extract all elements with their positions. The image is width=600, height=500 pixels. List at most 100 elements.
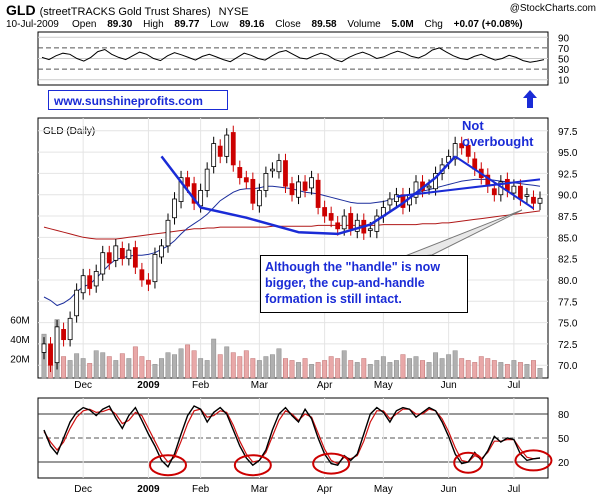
- volume-tick-label: 60M: [10, 316, 29, 327]
- volume-bar: [159, 358, 164, 379]
- candle-body: [159, 245, 164, 258]
- candle-body: [537, 197, 543, 204]
- volume-bar: [269, 354, 275, 379]
- stochastic-x-tick-label: Dec: [74, 484, 92, 495]
- stochastic-x-tick-label: Mar: [251, 484, 269, 495]
- exchange: NYSE: [218, 6, 249, 18]
- stochastic-x-tick-label: May: [374, 484, 393, 495]
- up-arrow-icon: [523, 90, 537, 108]
- volume-bar: [172, 354, 177, 379]
- candle-body: [433, 173, 438, 190]
- volume-bar: [341, 350, 347, 379]
- volume-bar: [315, 362, 321, 379]
- rsi-tick-label: 50: [558, 55, 570, 66]
- volume-bar: [119, 353, 125, 379]
- price-tick-label: 87.5: [558, 212, 578, 223]
- candle-body: [263, 173, 269, 191]
- price-tick-label: 80.0: [558, 276, 578, 287]
- volume-bar: [145, 360, 151, 379]
- not-overbought-note: Not overbought: [462, 118, 534, 150]
- price-tick-label: 95.0: [558, 148, 578, 159]
- volume-bar: [354, 362, 360, 379]
- volume-bar: [322, 360, 328, 379]
- stochastic-x-tick-label: Jun: [441, 484, 457, 495]
- candle-body: [61, 329, 66, 341]
- volume-bar: [407, 358, 412, 379]
- rsi-tick-label: 70: [558, 44, 570, 55]
- ma-long-line: [43, 210, 541, 240]
- candle-body: [335, 222, 341, 230]
- volume-bar: [433, 352, 439, 379]
- candle-body: [387, 198, 393, 206]
- website-url[interactable]: www.sunshineprofits.com: [48, 90, 228, 110]
- candle-body: [119, 248, 125, 260]
- candle-body: [243, 177, 249, 183]
- candle-body: [74, 289, 80, 317]
- volume-bar: [185, 344, 191, 379]
- open-value: 89.30: [107, 19, 133, 30]
- volume-bar: [204, 360, 210, 379]
- price-x-tick-label: May: [374, 380, 393, 391]
- volume-bar: [198, 358, 204, 379]
- stochastic-x-tick-label: 2009: [137, 484, 160, 495]
- candle-body: [152, 253, 158, 283]
- volume-bar: [191, 350, 197, 379]
- candle-body: [367, 228, 373, 231]
- volume-bar: [106, 356, 112, 379]
- low-value: 89.16: [239, 19, 265, 30]
- symbol: GLD: [6, 2, 36, 18]
- candle-body: [178, 177, 184, 202]
- candle-body: [185, 177, 190, 187]
- close-value: 89.58: [311, 19, 337, 30]
- candle-body: [211, 143, 217, 167]
- high-label: High: [143, 19, 164, 30]
- candle-body: [256, 190, 262, 207]
- candle-body: [48, 343, 53, 366]
- candle-body: [426, 185, 432, 189]
- volume-bar: [498, 362, 504, 379]
- price-tick-label: 70.0: [558, 361, 578, 372]
- volume-bar: [165, 352, 171, 379]
- volume-bar: [504, 364, 510, 379]
- quote-stats: Open 89.30 High 89.77 Low 89.16 Close 89…: [72, 19, 531, 30]
- volume-bar: [328, 356, 334, 379]
- cup-line: [160, 155, 457, 236]
- handle-line-upper: [454, 155, 535, 210]
- rsi-tick-label: 90: [558, 33, 570, 44]
- candle-body: [328, 213, 334, 221]
- volume-bar: [537, 368, 543, 379]
- volume-bar: [230, 352, 236, 379]
- volume-bar: [472, 362, 478, 379]
- candle-body: [230, 132, 236, 166]
- volume-bar: [263, 356, 269, 379]
- price-tick-label: 82.5: [558, 255, 578, 266]
- volume-bar: [217, 354, 223, 379]
- close-label: Close: [275, 19, 301, 30]
- candle-body: [126, 249, 132, 260]
- candle-body: [348, 213, 354, 230]
- stochastic-tick-label: 20: [558, 458, 570, 469]
- candle-body: [491, 188, 497, 196]
- price-tick-label: 72.5: [558, 340, 578, 351]
- volume-bar: [61, 356, 67, 379]
- high-value: 89.77: [174, 19, 200, 30]
- cup-handle-callout: Although the "handle" is now bigger, the…: [260, 255, 468, 313]
- price-x-tick-label: Jun: [441, 380, 457, 391]
- volume-tick-label: 40M: [10, 335, 29, 346]
- volume-bar: [152, 364, 158, 379]
- volume-bar: [309, 364, 315, 379]
- rsi-tick-label: 30: [558, 65, 570, 76]
- volume-bar: [335, 358, 341, 379]
- candle-body: [354, 219, 360, 232]
- price-x-tick-label: Jul: [507, 380, 520, 391]
- volume-bar: [93, 350, 99, 379]
- oversold-circle: [149, 454, 187, 477]
- price-tick-label: 85.0: [558, 233, 578, 244]
- volume-bar: [420, 360, 425, 379]
- volume-bar: [361, 358, 367, 379]
- volume-bar: [426, 362, 432, 379]
- volume-bar: [100, 352, 106, 379]
- candle-body: [132, 247, 138, 268]
- candle-body: [283, 160, 288, 187]
- price-x-tick-label: Feb: [192, 380, 210, 391]
